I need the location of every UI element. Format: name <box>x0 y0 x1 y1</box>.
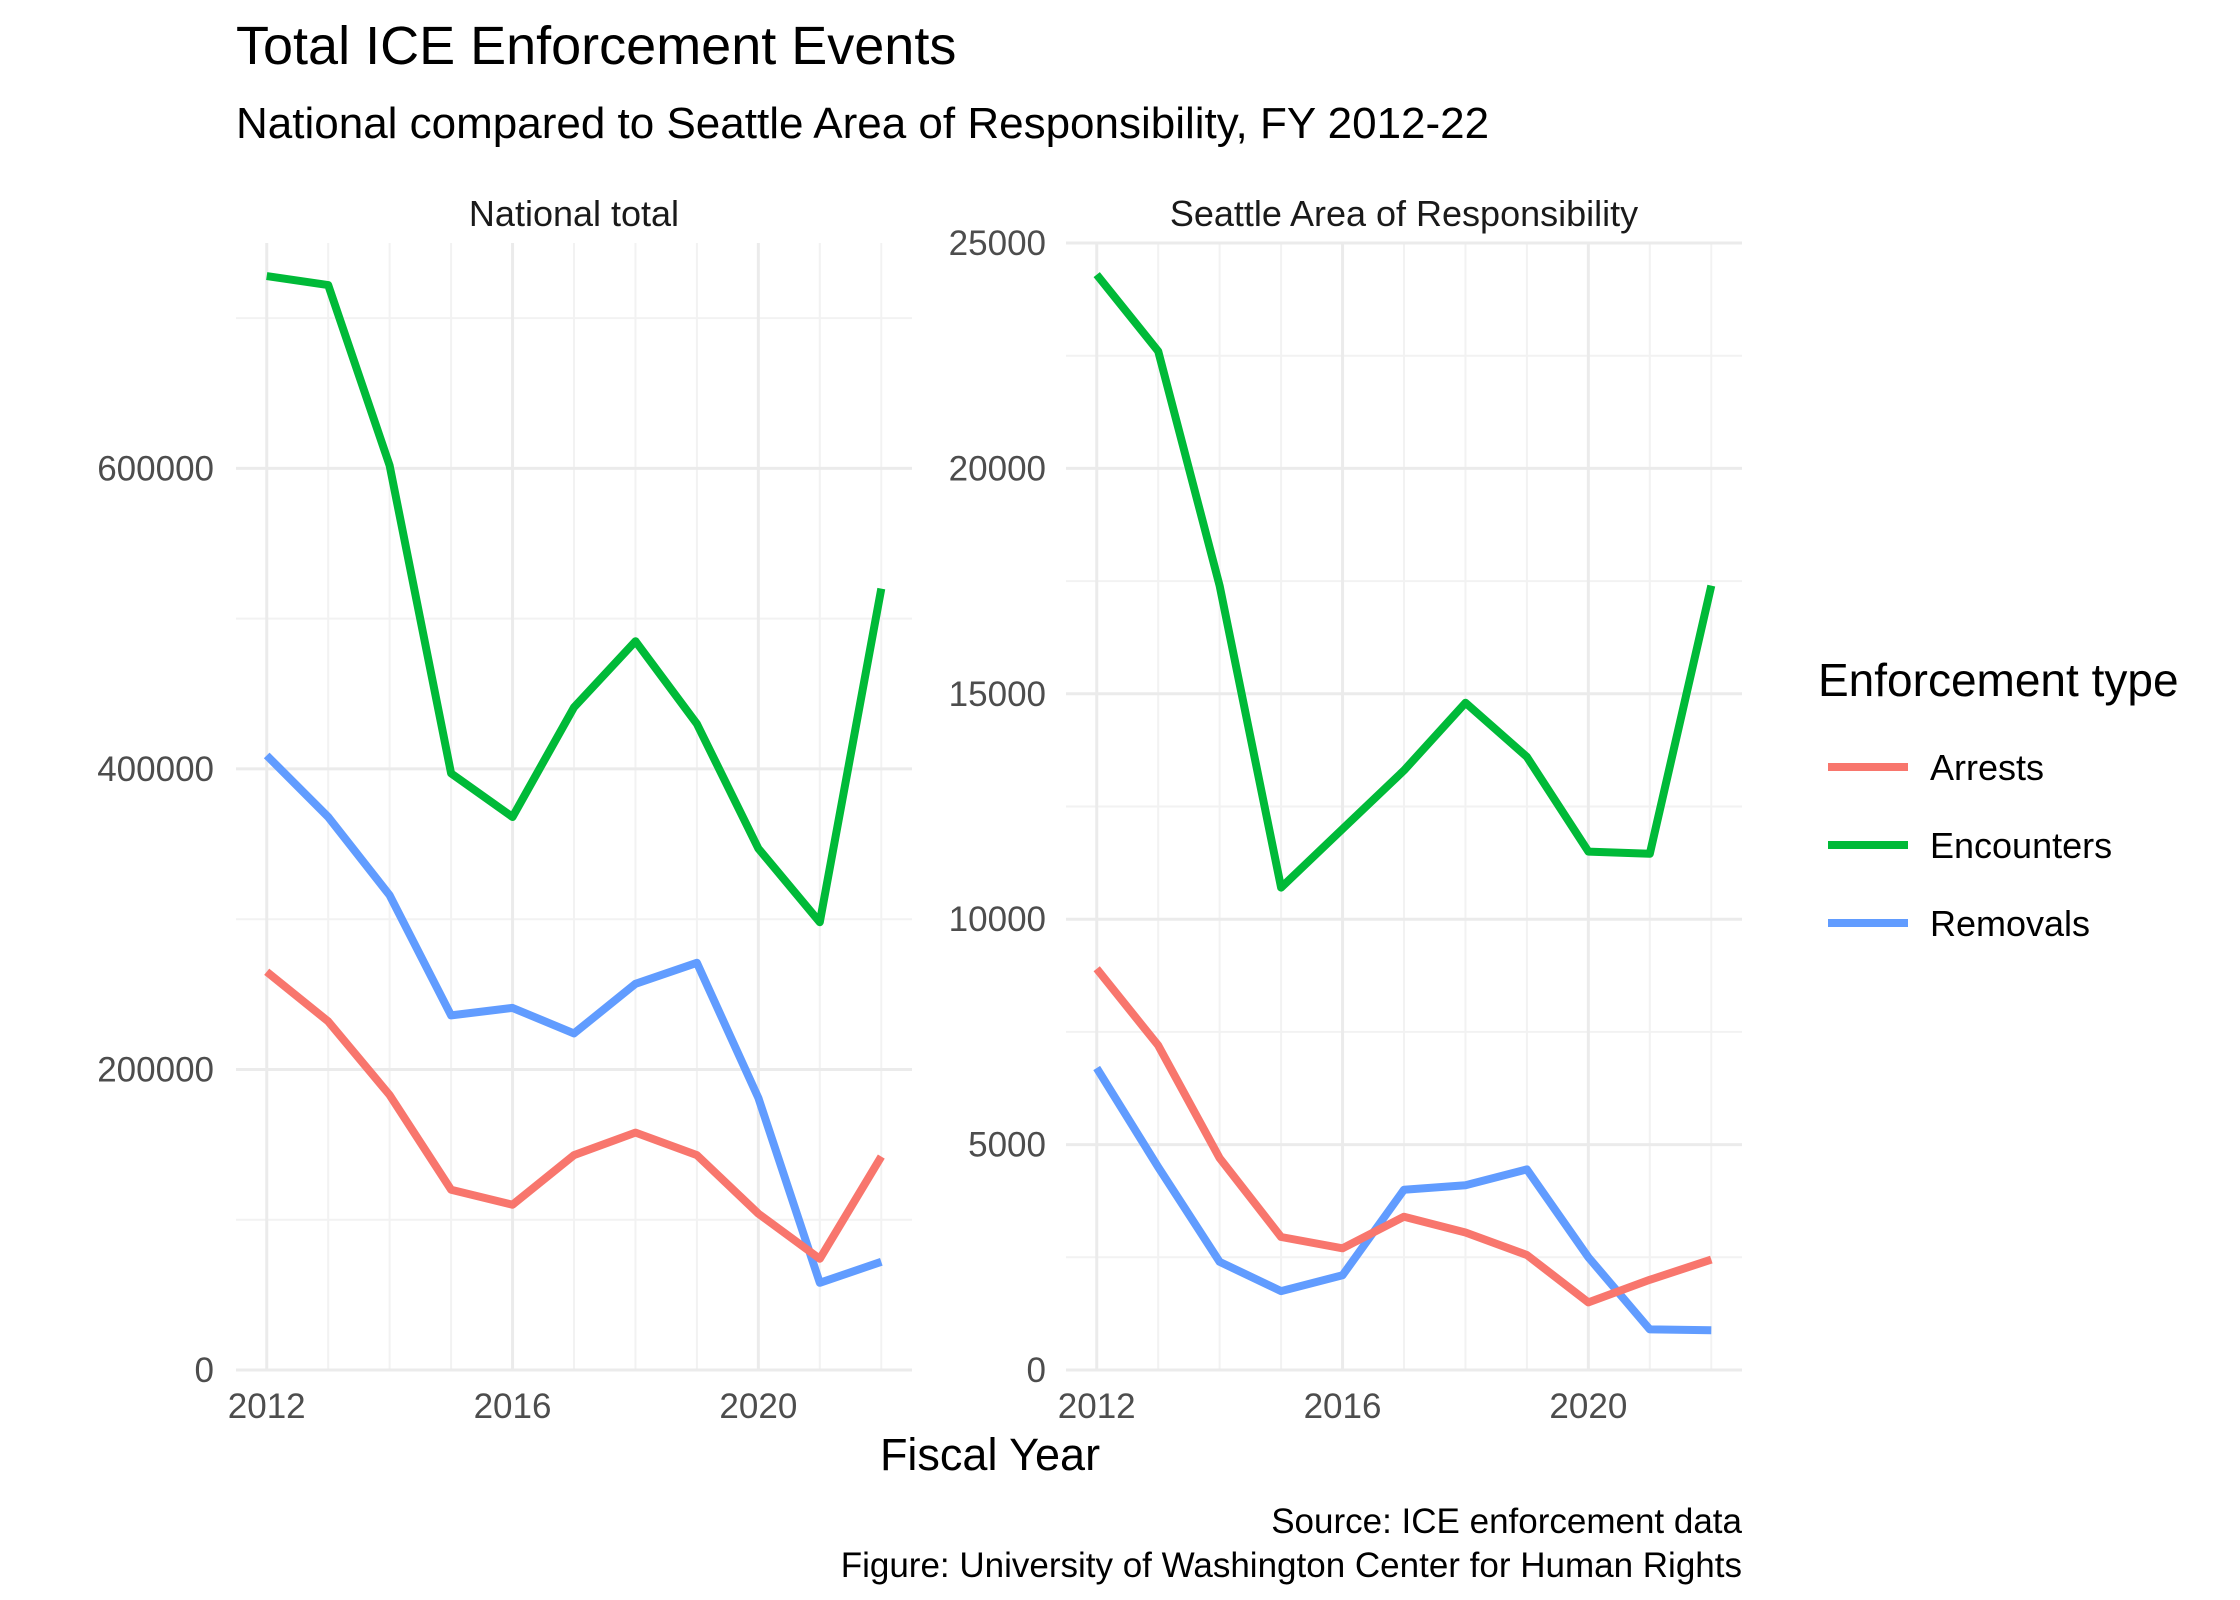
y-tick-label: 200000 <box>97 1050 214 1089</box>
y-tick-label: 25000 <box>949 224 1046 263</box>
legend: Enforcement type Arrests Encounters Remova… <box>1818 654 2179 944</box>
y-tick-label: 20000 <box>949 449 1046 488</box>
series-line-encounters-national <box>266 272 886 927</box>
y-tick-label: 400000 <box>97 750 214 789</box>
panel-strip-seattle: Seattle Area of Responsibility <box>1170 193 1638 234</box>
x-axis-title: Fiscal Year <box>880 1429 1100 1480</box>
y-tick-label: 0 <box>1027 1351 1046 1390</box>
chart-title: Total ICE Enforcement Events <box>236 16 956 76</box>
series-line-arrests-seattle <box>1093 966 1713 1307</box>
y-tick-label: 600000 <box>97 449 214 488</box>
x-tick-label: 2012 <box>228 1387 306 1426</box>
x-tick-label: 2012 <box>1058 1387 1136 1426</box>
caption-source: Source: ICE enforcement data <box>1271 1502 1742 1541</box>
y-tick-label: 5000 <box>968 1126 1046 1165</box>
x-tick-label: 2016 <box>1304 1387 1382 1426</box>
x-tick-label: 2016 <box>474 1387 552 1426</box>
series-line-removals-national <box>263 752 883 1287</box>
caption-figure: Figure: University of Washington Center … <box>841 1546 1742 1585</box>
series-line-encounters-seattle <box>1093 272 1716 892</box>
y-tick-label: 15000 <box>949 675 1046 714</box>
panel-national: National total 0 200000 400000 600000 2012 201… <box>97 193 912 1426</box>
x-tick-label: 2020 <box>719 1387 797 1426</box>
y-tick-label: 0 <box>195 1351 214 1390</box>
x-tick-label: 2020 <box>1549 1387 1627 1426</box>
panel-seattle: Seattle Area of Responsibility 0 5000 10000… <box>949 193 1742 1426</box>
y-tick-label: 10000 <box>949 900 1046 939</box>
series-line-removals-seattle <box>1093 1065 1712 1335</box>
legend-label-arrests: Arrests <box>1930 747 2044 788</box>
chart-subtitle: National compared to Seattle Area of Res… <box>236 99 1489 148</box>
legend-label-removals: Removals <box>1930 903 2090 944</box>
legend-title: Enforcement type <box>1818 654 2179 706</box>
series-line-arrests-national <box>264 968 885 1263</box>
legend-label-encounters: Encounters <box>1930 825 2112 866</box>
panel-strip-national: National total <box>469 193 679 234</box>
